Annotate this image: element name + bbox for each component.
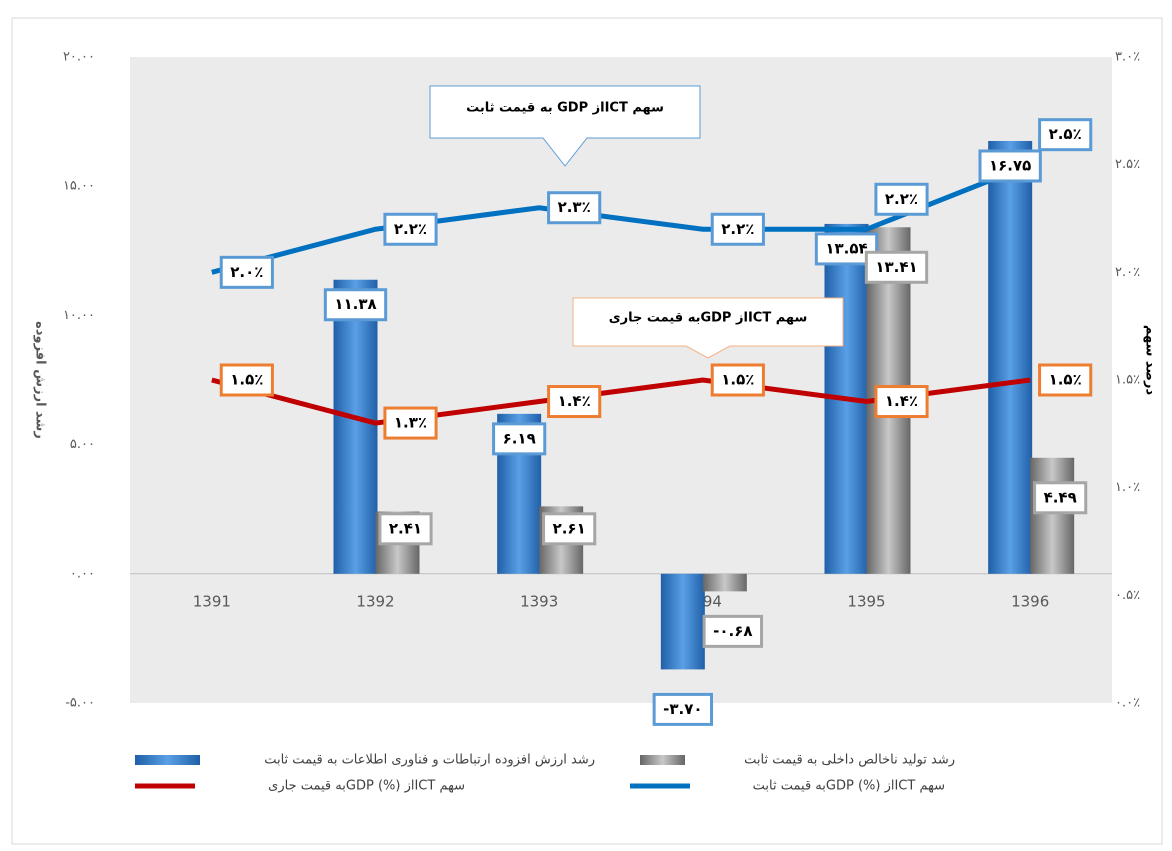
y2-tick-label: ۰.۰٪ <box>1115 696 1140 711</box>
y2-tick-label: ۲.۵٪ <box>1115 157 1140 172</box>
x-tick-label: 1392 <box>356 592 394 610</box>
data-label: ۱.۵٪ <box>721 371 754 389</box>
data-label-box <box>710 363 765 397</box>
data-label-box <box>547 385 602 419</box>
plot-area <box>130 57 1112 703</box>
data-label-box <box>383 406 438 440</box>
annotation: سهم ICTاز GDP به قیمت ثابت <box>466 101 664 116</box>
y-tick-label: ۲۰.۰۰ <box>63 50 95 65</box>
data-label-box <box>874 182 929 216</box>
x-tick-label: 1396 <box>1011 592 1049 610</box>
y-tick-label: ۱۵.۰۰ <box>63 179 95 194</box>
bar <box>333 279 378 574</box>
y-tick-label: ۰.۰۰ <box>70 566 95 581</box>
data-label: ۱.۵٪ <box>1049 371 1082 389</box>
line <box>211 162 1032 275</box>
y2-tick-label: ۰.۵٪ <box>1115 588 1140 603</box>
data-label-box <box>814 232 879 266</box>
data-label-box <box>710 212 765 246</box>
y2-tick-label: ۱.۰٪ <box>1115 480 1140 495</box>
data-label: ۱.۳٪ <box>394 414 427 432</box>
data-label-box <box>978 149 1042 183</box>
y2-tick-label: ۱.۵٪ <box>1115 373 1140 388</box>
data-label-box <box>1038 363 1093 397</box>
y2-tick-label: ۳.۰٪ <box>1115 50 1140 65</box>
data-label-box <box>219 363 274 397</box>
data-label: ۱۶.۷۵ <box>989 156 1031 174</box>
legend-swatch <box>135 755 200 765</box>
data-label: ۱.۴٪ <box>885 392 918 410</box>
data-label: ۱۳.۴۱ <box>875 258 917 276</box>
data-label-box <box>383 212 438 246</box>
data-label-box <box>542 512 597 546</box>
bar <box>702 573 747 592</box>
data-label-box <box>323 288 388 322</box>
y-tick-label: -۵.۰۰ <box>65 696 95 711</box>
data-label: ۱۱.۳۸ <box>334 295 376 313</box>
data-label: -۳.۷۰ <box>663 700 702 718</box>
data-label: ۲.۰٪ <box>230 263 263 281</box>
data-label: ۲.۴۱ <box>389 519 422 537</box>
data-label-box <box>219 255 274 289</box>
data-label-box <box>702 614 764 648</box>
data-label-box <box>547 191 602 225</box>
data-label-box <box>492 422 547 456</box>
data-label-box <box>652 692 714 726</box>
annotation: سهم ICTاز GDPبه قیمت جاری <box>609 311 808 326</box>
legend-label: سهم ICTاز (%) GDPبه قیمت ثابت <box>753 779 945 794</box>
data-label: ۲.۳٪ <box>558 198 591 216</box>
legend-swatch <box>640 755 685 765</box>
x-tick-label: 1391 <box>193 592 231 610</box>
data-label-box <box>874 385 929 419</box>
bar <box>1030 457 1075 574</box>
x-tick-label: 1395 <box>847 592 885 610</box>
y-tick-label: ۱۰.۰۰ <box>63 308 95 323</box>
callout <box>572 297 844 359</box>
data-label-box <box>378 512 433 546</box>
data-label-box <box>1033 481 1088 515</box>
callout <box>429 85 701 167</box>
legend-label: رشد ارزش افزوده ارتباطات و فناوری اطلاعا… <box>264 753 595 768</box>
y-tick-label: ۵.۰۰ <box>70 437 95 452</box>
y-axis-label: رشد ارزش افزوده <box>33 321 48 439</box>
data-label-box <box>1038 118 1093 152</box>
data-label: ۱.۴٪ <box>558 392 591 410</box>
data-label: ۶.۱۹ <box>503 429 536 447</box>
bar <box>660 573 705 670</box>
data-label: ۲.۲٪ <box>885 190 918 208</box>
data-label: ۲.۲٪ <box>394 220 427 238</box>
data-label: ۲.۶۱ <box>553 519 586 537</box>
y2-axis-label: درصد سهم <box>1143 325 1158 396</box>
legend-label: سهم ICTاز (%) GDPبه قیمت جاری <box>268 779 465 794</box>
data-label: ۱.۵٪ <box>230 371 263 389</box>
data-label-box <box>864 250 929 284</box>
data-label: ۲.۵٪ <box>1049 125 1082 143</box>
data-label: ۲.۲٪ <box>721 220 754 238</box>
bar <box>988 140 1033 574</box>
x-tick-label: 1393 <box>520 592 558 610</box>
legend-label: رشد تولید ناخالص داخلی به قیمت ثابت <box>744 753 955 768</box>
y2-tick-label: ۲.۰٪ <box>1115 265 1140 280</box>
data-label: ۱۳.۵۴ <box>825 239 867 257</box>
data-label: ۴.۴۹ <box>1044 488 1077 506</box>
data-label: -۰.۶۸ <box>713 622 752 640</box>
